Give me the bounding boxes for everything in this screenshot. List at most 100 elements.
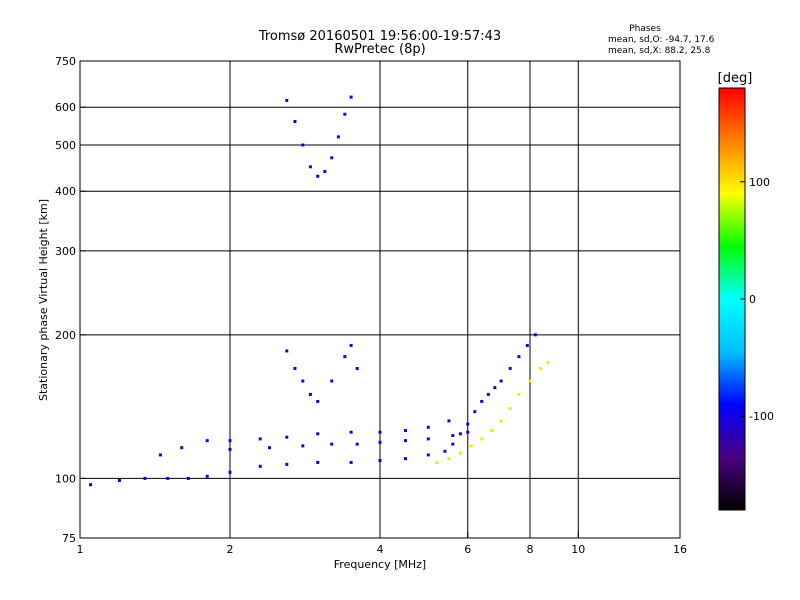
data-point [447, 457, 451, 461]
y-tick-label: 200 [55, 329, 76, 342]
x-axis-label: Frequency [MHz] [334, 558, 426, 571]
data-points [89, 95, 550, 487]
colorbar-label: [deg] [718, 71, 753, 86]
data-point [480, 437, 484, 441]
data-point [499, 379, 503, 383]
data-point [308, 165, 312, 169]
data-point [435, 460, 439, 464]
data-point [228, 470, 232, 474]
data-point [493, 386, 497, 390]
data-point [517, 355, 521, 359]
data-point [447, 419, 451, 423]
data-point [158, 453, 162, 457]
stats-heading: Phases [629, 24, 661, 34]
data-point [533, 333, 537, 337]
data-point [293, 366, 297, 370]
data-point [378, 459, 382, 463]
colorbar-tick-label: 100 [749, 176, 770, 189]
stats-o-line: mean, sd,O: -94.7, 17.6 [608, 35, 715, 45]
data-point [205, 439, 209, 443]
x-tick-label: 6 [464, 543, 471, 556]
data-point [443, 449, 447, 453]
data-point [458, 432, 462, 436]
stats-x-line: mean, sd,X: 88.2, 25.8 [608, 46, 711, 56]
data-point [528, 379, 532, 383]
x-axis-ticks: 1 2 4 6 8 10 16 [77, 532, 687, 556]
data-point [228, 439, 232, 443]
colorbar-ticks: 100 0 -100 [740, 176, 774, 423]
data-point [355, 442, 359, 446]
data-point [330, 156, 334, 160]
x-tick-label: 16 [673, 543, 687, 556]
data-point [349, 460, 353, 464]
data-point [403, 439, 407, 443]
data-point [403, 429, 407, 433]
chart-title: Tromsø 20160501 19:56:00-19:57:43 [258, 29, 501, 44]
data-point [301, 444, 305, 448]
x-tick-label: 10 [571, 543, 585, 556]
y-tick-label: 75 [62, 532, 76, 545]
data-point [539, 366, 543, 370]
data-point [508, 407, 512, 411]
data-point [143, 476, 147, 480]
data-point [355, 366, 359, 370]
data-point [458, 451, 462, 455]
data-point [466, 422, 470, 426]
data-point [499, 419, 503, 423]
data-point [508, 366, 512, 370]
data-point [258, 437, 262, 441]
chart-subtitle: RwPretec (8p) [334, 42, 425, 57]
data-point [316, 460, 320, 464]
data-point [546, 360, 550, 364]
data-point [426, 425, 430, 429]
data-point [330, 379, 334, 383]
data-point [349, 95, 353, 99]
data-point [469, 444, 473, 448]
data-point [316, 399, 320, 403]
data-point [301, 379, 305, 383]
data-point [180, 446, 184, 450]
data-point [336, 135, 340, 139]
y-tick-label: 500 [55, 139, 76, 152]
data-point [330, 442, 334, 446]
data-point [343, 112, 347, 116]
y-axis-label: Stationary phase Virtual Height [km] [37, 199, 50, 401]
data-point [525, 343, 529, 347]
data-point [480, 399, 484, 403]
data-point [349, 343, 353, 347]
data-point [426, 437, 430, 441]
grid-lines [80, 61, 680, 538]
x-tick-label: 2 [227, 543, 234, 556]
data-point [228, 447, 232, 451]
data-point [349, 430, 353, 434]
data-point [186, 476, 190, 480]
y-tick-label: 750 [55, 55, 76, 68]
data-point [451, 442, 455, 446]
data-point [267, 446, 271, 450]
colorbar-tick-label: 0 [749, 293, 756, 306]
data-point [323, 169, 327, 173]
data-point [378, 440, 382, 444]
x-tick-label: 4 [377, 543, 384, 556]
data-point [89, 483, 93, 487]
data-point [285, 435, 289, 439]
data-point [205, 474, 209, 478]
x-tick-label: 8 [527, 543, 534, 556]
y-tick-label: 600 [55, 101, 76, 114]
data-point [285, 349, 289, 353]
data-point [316, 432, 320, 436]
data-point [258, 464, 262, 468]
y-tick-label: 100 [55, 472, 76, 485]
data-point [308, 392, 312, 396]
data-point [451, 434, 455, 438]
data-point [343, 355, 347, 359]
data-point [517, 392, 521, 396]
x-tick-label: 1 [77, 543, 84, 556]
data-point [293, 120, 297, 124]
data-point [285, 462, 289, 466]
data-point [403, 457, 407, 461]
data-point [316, 174, 320, 178]
y-tick-label: 400 [55, 185, 76, 198]
data-point [473, 410, 477, 414]
